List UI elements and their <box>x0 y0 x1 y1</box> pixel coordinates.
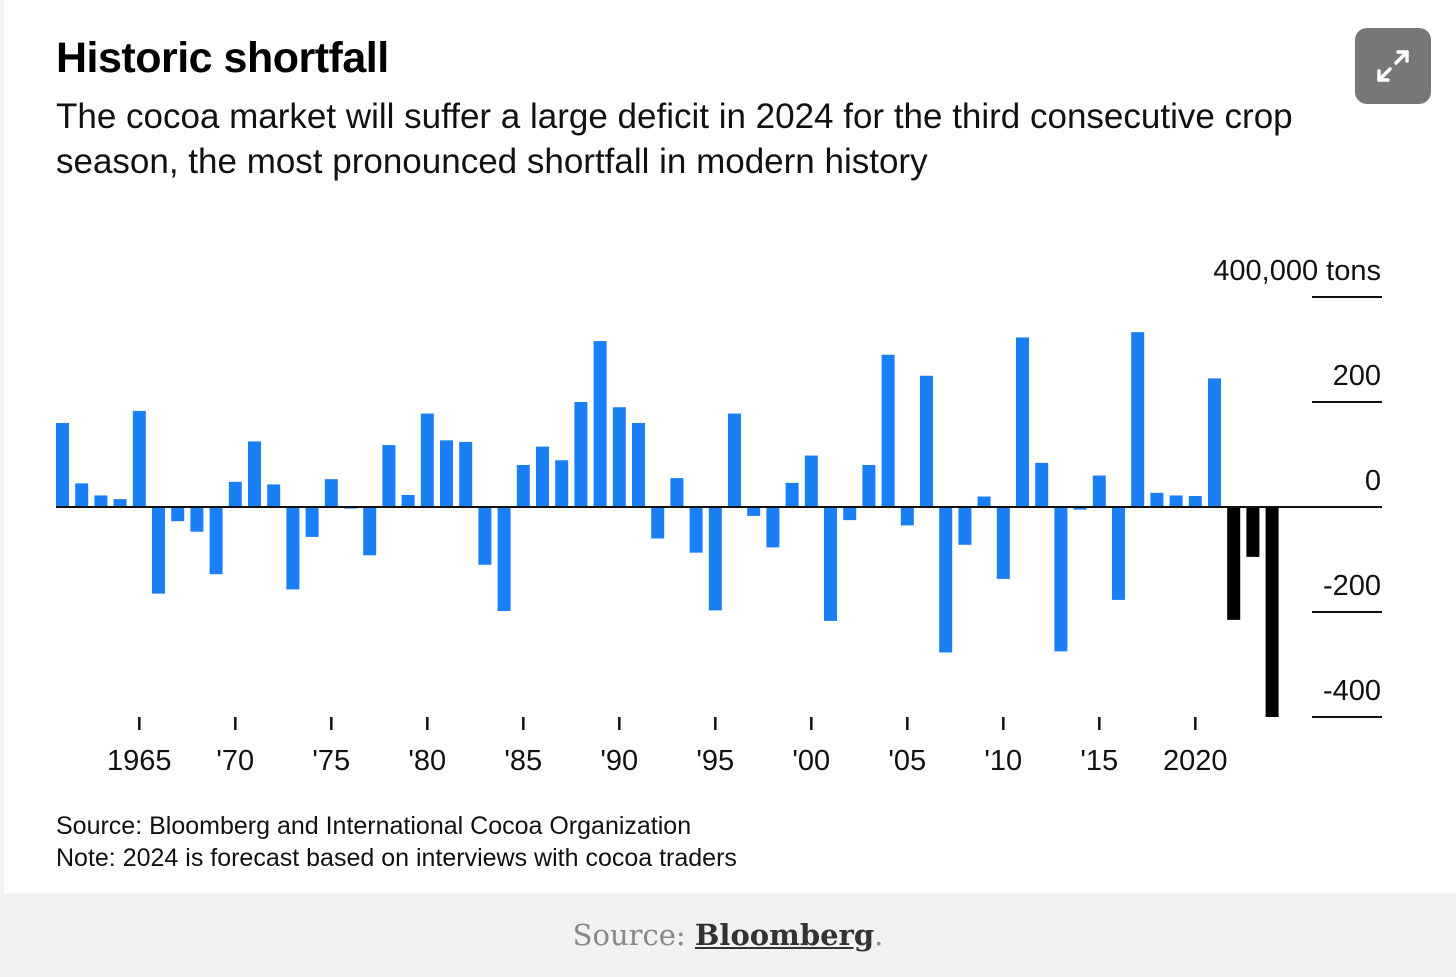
y-tick-label: -400 <box>1323 675 1381 707</box>
bar <box>881 354 895 507</box>
bar-chart: 400,000 tons 200 0 -200 -400 1965 '70 '75 '80 '85… <box>56 255 1382 777</box>
bar <box>996 507 1010 579</box>
bar <box>1054 507 1068 652</box>
image-caption: Source: Bloomberg. <box>0 918 1456 952</box>
bar <box>113 499 127 507</box>
bar <box>804 455 818 507</box>
bar <box>497 507 511 611</box>
bar <box>459 441 473 507</box>
bar <box>612 407 626 507</box>
bar <box>766 507 780 548</box>
bar <box>958 507 972 545</box>
bar <box>56 423 69 507</box>
x-tick-label: '90 <box>600 745 638 777</box>
forecast-bar <box>1227 507 1241 620</box>
source-note: Source: Bloomberg and International Coco… <box>56 812 692 840</box>
bar <box>689 507 703 553</box>
bar <box>267 484 281 507</box>
expand-button[interactable] <box>1355 28 1431 104</box>
bar <box>1131 332 1145 507</box>
bar <box>516 465 530 507</box>
bar <box>440 440 453 507</box>
bar <box>1016 337 1029 507</box>
x-tick-label: '70 <box>216 745 254 777</box>
forecast-bar <box>1265 507 1279 717</box>
bloomberg-link[interactable]: Bloomberg <box>694 918 875 952</box>
x-tick-label: 2020 <box>1163 745 1228 777</box>
chart-subtitle: The cocoa market will suffer a large def… <box>56 97 1293 181</box>
bar <box>209 507 223 575</box>
x-tick-label: '10 <box>984 745 1022 777</box>
bar <box>824 507 837 621</box>
bar <box>939 507 953 653</box>
bar <box>286 507 300 590</box>
bar <box>1208 378 1221 507</box>
caption-suffix: . <box>874 918 884 952</box>
x-tick-label: '95 <box>696 745 734 777</box>
bar <box>555 460 569 507</box>
bar <box>1073 507 1087 510</box>
bar <box>1150 492 1164 507</box>
x-tick-label: '15 <box>1080 745 1118 777</box>
bar <box>382 445 396 507</box>
bar <box>132 410 146 507</box>
bar <box>1035 462 1049 507</box>
bar <box>420 413 434 507</box>
bar <box>1188 495 1202 507</box>
y-tick-label: -200 <box>1323 570 1381 602</box>
x-tick-label: '75 <box>312 745 350 777</box>
chart-title: Historic shortfall <box>56 34 389 82</box>
x-tick-label: '85 <box>504 745 542 777</box>
x-tick-label: '80 <box>408 745 446 777</box>
y-tick-label: 200 <box>1333 360 1381 392</box>
caption-prefix: Source: <box>572 918 695 952</box>
bar <box>843 507 857 521</box>
bar <box>900 507 914 526</box>
expand-icon <box>1377 50 1409 82</box>
bar <box>862 465 876 507</box>
bar <box>920 375 933 507</box>
forecast-bar <box>1246 507 1260 557</box>
bar <box>190 507 204 532</box>
bar <box>75 483 89 507</box>
x-tick-label: '00 <box>792 745 830 777</box>
bar <box>228 481 242 507</box>
bar <box>1112 507 1125 600</box>
bar <box>747 507 761 516</box>
bar <box>363 507 377 556</box>
y-tick-label: 400,000 tons <box>1213 255 1381 287</box>
bar <box>1092 475 1106 507</box>
forecast-note: Note: 2024 is forecast based on intervie… <box>56 844 737 872</box>
bar <box>728 413 741 507</box>
bar <box>632 423 645 507</box>
bar <box>305 507 319 537</box>
x-tick-label: '05 <box>888 745 926 777</box>
bar <box>651 507 665 539</box>
y-tick-label: 0 <box>1365 465 1381 497</box>
bar <box>94 495 108 507</box>
bar <box>171 507 185 522</box>
bar <box>1169 495 1183 507</box>
bar <box>670 478 684 507</box>
bar <box>708 507 722 611</box>
bar <box>248 441 261 507</box>
bar <box>785 482 799 507</box>
bar <box>152 507 165 594</box>
x-tick-label: 1965 <box>107 745 172 777</box>
bar <box>324 479 338 507</box>
bar <box>977 496 991 507</box>
chart-notes: Source: Bloomberg and International Coco… <box>56 810 737 874</box>
bar <box>593 341 607 507</box>
bar <box>574 402 588 507</box>
bar <box>478 507 492 565</box>
bar <box>401 494 415 507</box>
bar <box>536 446 549 507</box>
